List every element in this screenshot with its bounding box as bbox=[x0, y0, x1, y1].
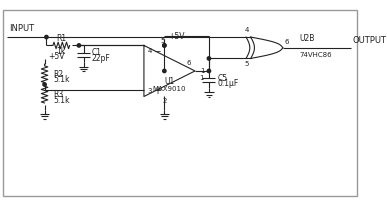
Text: 74VHC86: 74VHC86 bbox=[300, 52, 332, 58]
Circle shape bbox=[207, 57, 211, 60]
Circle shape bbox=[163, 44, 166, 47]
Text: R1: R1 bbox=[56, 34, 66, 43]
Text: 6: 6 bbox=[284, 39, 289, 45]
Text: −: − bbox=[153, 47, 161, 55]
Text: OUTPUT: OUTPUT bbox=[353, 36, 387, 45]
Text: 22pF: 22pF bbox=[92, 54, 111, 63]
Text: INPUT: INPUT bbox=[9, 24, 34, 33]
Text: 5: 5 bbox=[160, 37, 165, 44]
Circle shape bbox=[207, 69, 211, 73]
Text: 4: 4 bbox=[148, 48, 152, 54]
Text: 1: 1 bbox=[200, 68, 205, 74]
Text: R3: R3 bbox=[53, 90, 63, 99]
Text: +: + bbox=[153, 86, 161, 96]
Text: 5.1k: 5.1k bbox=[53, 96, 69, 105]
Text: 6: 6 bbox=[187, 60, 191, 66]
Text: 1k: 1k bbox=[57, 47, 66, 56]
Text: U1: U1 bbox=[164, 77, 174, 86]
FancyBboxPatch shape bbox=[3, 10, 356, 196]
Text: C5: C5 bbox=[217, 74, 228, 83]
Text: +5V: +5V bbox=[168, 32, 185, 41]
Text: 4: 4 bbox=[245, 27, 249, 33]
Circle shape bbox=[163, 69, 166, 73]
Circle shape bbox=[43, 83, 46, 86]
Text: MAX9010: MAX9010 bbox=[152, 86, 186, 92]
Text: C1: C1 bbox=[92, 48, 102, 57]
Circle shape bbox=[45, 35, 48, 39]
Text: R2: R2 bbox=[53, 70, 63, 79]
Text: 5.1k: 5.1k bbox=[53, 75, 69, 84]
Text: 0.1μF: 0.1μF bbox=[217, 80, 238, 88]
Text: 3: 3 bbox=[148, 88, 152, 94]
Text: U2B: U2B bbox=[300, 34, 315, 43]
Circle shape bbox=[77, 44, 80, 47]
Text: 2: 2 bbox=[162, 98, 166, 104]
Text: +5V: +5V bbox=[48, 52, 65, 61]
Text: 5: 5 bbox=[245, 61, 249, 67]
Circle shape bbox=[163, 44, 166, 47]
Text: 1: 1 bbox=[200, 75, 204, 81]
